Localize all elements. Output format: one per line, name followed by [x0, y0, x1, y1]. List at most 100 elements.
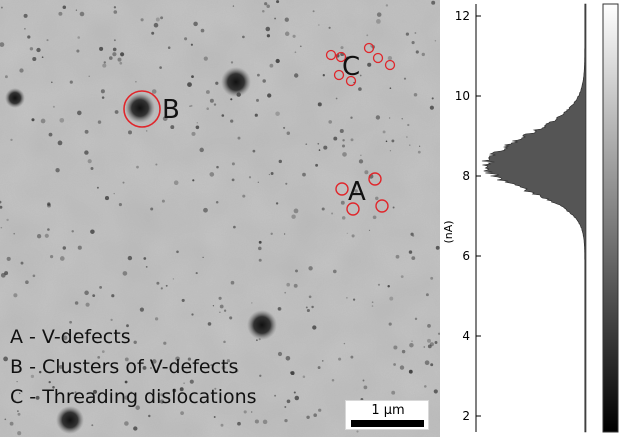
small-pit: [417, 150, 421, 154]
small-pit: [257, 181, 259, 183]
small-pit: [187, 82, 192, 87]
small-pit: [190, 104, 193, 107]
small-pit: [389, 87, 392, 90]
small-pit: [363, 385, 368, 390]
histogram-tick-label: 4: [462, 329, 470, 343]
small-pit: [387, 55, 393, 61]
small-pit: [124, 395, 129, 400]
small-pit: [50, 255, 54, 259]
small-pit: [117, 57, 122, 62]
small-pit: [265, 26, 271, 32]
marker-a-label: A: [348, 177, 366, 207]
small-pit: [218, 296, 222, 300]
small-pit: [332, 269, 337, 274]
small-pit: [47, 202, 51, 206]
small-pit: [79, 11, 85, 17]
small-pit: [306, 308, 310, 313]
small-pit: [414, 32, 417, 34]
large-pit: [247, 310, 277, 340]
small-pit: [317, 102, 322, 107]
small-pit: [427, 338, 431, 343]
small-pit: [185, 366, 188, 369]
small-pit: [315, 163, 319, 167]
small-pit: [77, 110, 82, 116]
small-pit: [269, 63, 274, 68]
small-pit: [71, 230, 74, 233]
scale-bar-line: [351, 420, 424, 427]
small-pit: [258, 258, 262, 262]
small-pit: [401, 349, 406, 354]
small-pit: [311, 305, 314, 309]
small-pit: [368, 229, 371, 232]
small-pit: [44, 233, 49, 238]
small-pit: [139, 307, 144, 312]
small-pit: [165, 284, 168, 287]
small-pit: [412, 234, 415, 237]
small-pit: [318, 408, 322, 412]
small-pit: [258, 240, 262, 244]
small-pit: [421, 52, 425, 57]
small-pit: [155, 17, 160, 22]
small-pit: [175, 356, 180, 362]
histogram-tick-label: 10: [455, 89, 470, 103]
small-pit: [159, 66, 162, 69]
large-pit: [56, 406, 84, 434]
small-pit: [10, 138, 13, 142]
small-pit: [350, 138, 354, 142]
small-pit: [277, 307, 281, 311]
small-pit: [293, 391, 296, 394]
small-pit: [103, 61, 106, 64]
small-pit: [235, 368, 239, 373]
small-pit: [162, 116, 168, 121]
small-pit: [18, 392, 21, 394]
small-pit: [251, 302, 253, 304]
small-pit: [321, 207, 325, 211]
small-pit: [133, 340, 137, 344]
small-pit: [302, 375, 306, 379]
small-pit: [346, 297, 348, 299]
small-pit: [150, 367, 152, 369]
small-pit: [352, 298, 356, 301]
small-pit: [285, 356, 291, 361]
small-pit: [322, 74, 325, 77]
small-pit: [248, 176, 252, 179]
small-pit: [424, 360, 430, 366]
small-pit: [230, 61, 234, 64]
small-pit: [266, 4, 270, 8]
small-pit: [61, 361, 64, 364]
small-pit: [140, 18, 144, 22]
small-pit: [270, 172, 274, 175]
small-pit: [160, 393, 164, 397]
small-pit: [112, 52, 117, 57]
small-pit: [192, 179, 195, 182]
small-pit: [278, 159, 282, 164]
small-pit: [346, 232, 348, 234]
small-pit: [399, 365, 405, 370]
small-pit: [150, 207, 154, 211]
small-pit: [401, 118, 403, 120]
small-pit: [14, 399, 16, 402]
small-pit: [377, 283, 381, 286]
small-pit: [223, 340, 226, 344]
histogram-unit-label: (nA): [442, 220, 455, 243]
small-pit: [151, 89, 157, 94]
small-pit: [354, 189, 358, 193]
small-pit: [305, 143, 308, 146]
small-pit: [181, 298, 185, 302]
small-pit: [237, 136, 241, 140]
small-pit: [262, 79, 266, 83]
small-pit: [91, 424, 94, 427]
small-pit: [47, 228, 50, 231]
small-pit: [405, 32, 410, 36]
marker-b-circle: [123, 90, 161, 128]
small-pit: [290, 371, 293, 375]
small-pit: [4, 75, 8, 79]
small-pit: [340, 200, 345, 205]
small-pit: [308, 295, 312, 299]
small-pit: [434, 341, 438, 344]
small-pit: [196, 122, 199, 124]
small-pit: [190, 43, 193, 46]
small-pit: [210, 364, 213, 367]
small-pit: [230, 119, 234, 123]
small-pit: [32, 274, 36, 278]
